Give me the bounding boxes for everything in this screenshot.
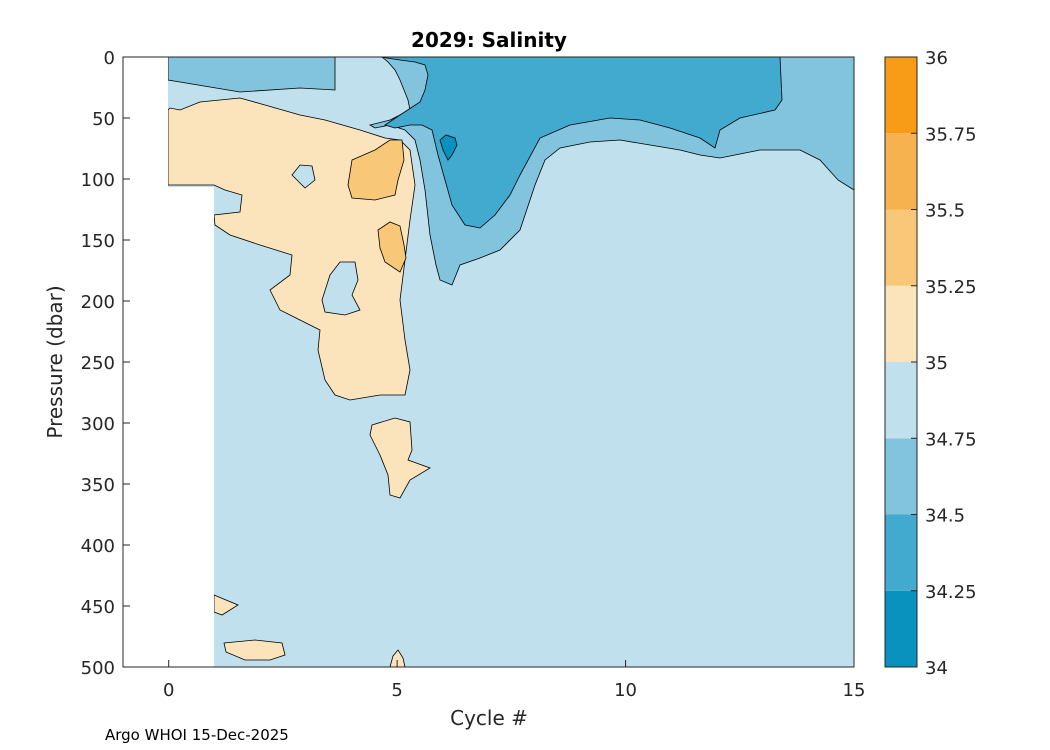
colorbar-swatch <box>885 438 917 515</box>
contour-band-35.25-35.5 <box>347 139 405 201</box>
y-axis: 0 50 100 150 200 250 300 350 400 450 500 <box>81 48 130 679</box>
colorbar-tick-label: 35.5 <box>925 201 965 222</box>
x-tick-label: 0 <box>163 680 174 701</box>
y-tick-label: 300 <box>81 414 115 435</box>
colorbar-tick-label: 35.25 <box>925 277 977 298</box>
contour-band-34-34.25 <box>439 134 458 161</box>
contour-pocket-fresh-1 <box>321 261 361 316</box>
contour-band-34.5-34.75 <box>167 56 336 93</box>
y-tick-label: 150 <box>81 231 115 252</box>
y-tick-label: 500 <box>81 658 115 679</box>
y-tick-label: 250 <box>81 353 115 374</box>
no-data-region-2 <box>168 187 214 667</box>
colorbar: 34 34.25 34.5 34.75 35 35.25 35.5 35.75 36 <box>884 48 977 679</box>
colorbar-swatch <box>885 285 917 362</box>
y-tick-label: 400 <box>81 536 115 557</box>
y-tick-label: 200 <box>81 292 115 313</box>
y-tick-label: 50 <box>92 109 115 130</box>
colorbar-swatch <box>885 133 917 210</box>
contour-band-35-35.25-lens3 <box>223 639 286 661</box>
contour-pocket-fresh-2 <box>291 164 316 189</box>
contour-band-35.25-35.5-b <box>377 221 407 273</box>
x-tick-label: 15 <box>843 680 866 701</box>
colorbar-tick-label: 34.75 <box>925 429 977 450</box>
y-tick-label: 100 <box>81 170 115 191</box>
x-axis-label: Cycle # <box>450 706 528 730</box>
colorbar-swatch <box>885 590 917 667</box>
no-data-region <box>123 57 168 667</box>
colorbar-swatch <box>885 209 917 286</box>
colorbar-swatch <box>885 514 917 591</box>
colorbar-tick-label: 36 <box>925 48 948 69</box>
colorbar-tick-label: 34 <box>925 658 948 679</box>
contour-band-34.25-34.5 <box>379 56 783 229</box>
x-tick-label: 5 <box>391 680 402 701</box>
colorbar-tick-label: 34.25 <box>925 582 977 603</box>
x-axis: 0 5 10 15 <box>163 660 865 701</box>
footer-text: Argo WHOI 15-Dec-2025 <box>105 726 289 744</box>
colorbar-swatch <box>885 57 917 134</box>
x-tick-label: 10 <box>614 680 637 701</box>
colorbar-tick-label: 35 <box>925 353 948 374</box>
plot-area <box>122 56 855 668</box>
contour-band-35-35.25-lens1 <box>369 417 431 499</box>
chart-title: 2029: Salinity <box>411 28 567 52</box>
colorbar-swatch <box>885 362 917 439</box>
y-tick-label: 450 <box>81 597 115 618</box>
colorbar-tick-label: 35.75 <box>925 124 977 145</box>
y-tick-label: 350 <box>81 475 115 496</box>
colorbar-tick-label: 34.5 <box>925 506 965 527</box>
y-tick-label: 0 <box>104 48 115 69</box>
y-axis-label: Pressure (dbar) <box>43 285 67 438</box>
